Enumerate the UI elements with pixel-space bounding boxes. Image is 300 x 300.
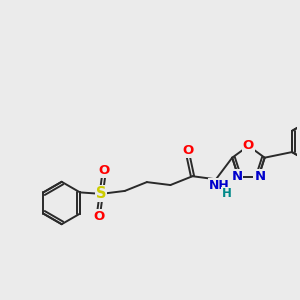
Text: N: N: [254, 170, 266, 183]
Text: NH: NH: [208, 179, 230, 192]
Text: N: N: [231, 170, 242, 183]
Text: S: S: [96, 186, 106, 201]
Text: H: H: [222, 188, 232, 200]
Text: O: O: [243, 140, 254, 152]
Text: O: O: [98, 164, 109, 177]
Text: O: O: [93, 210, 104, 223]
Text: O: O: [182, 144, 194, 157]
